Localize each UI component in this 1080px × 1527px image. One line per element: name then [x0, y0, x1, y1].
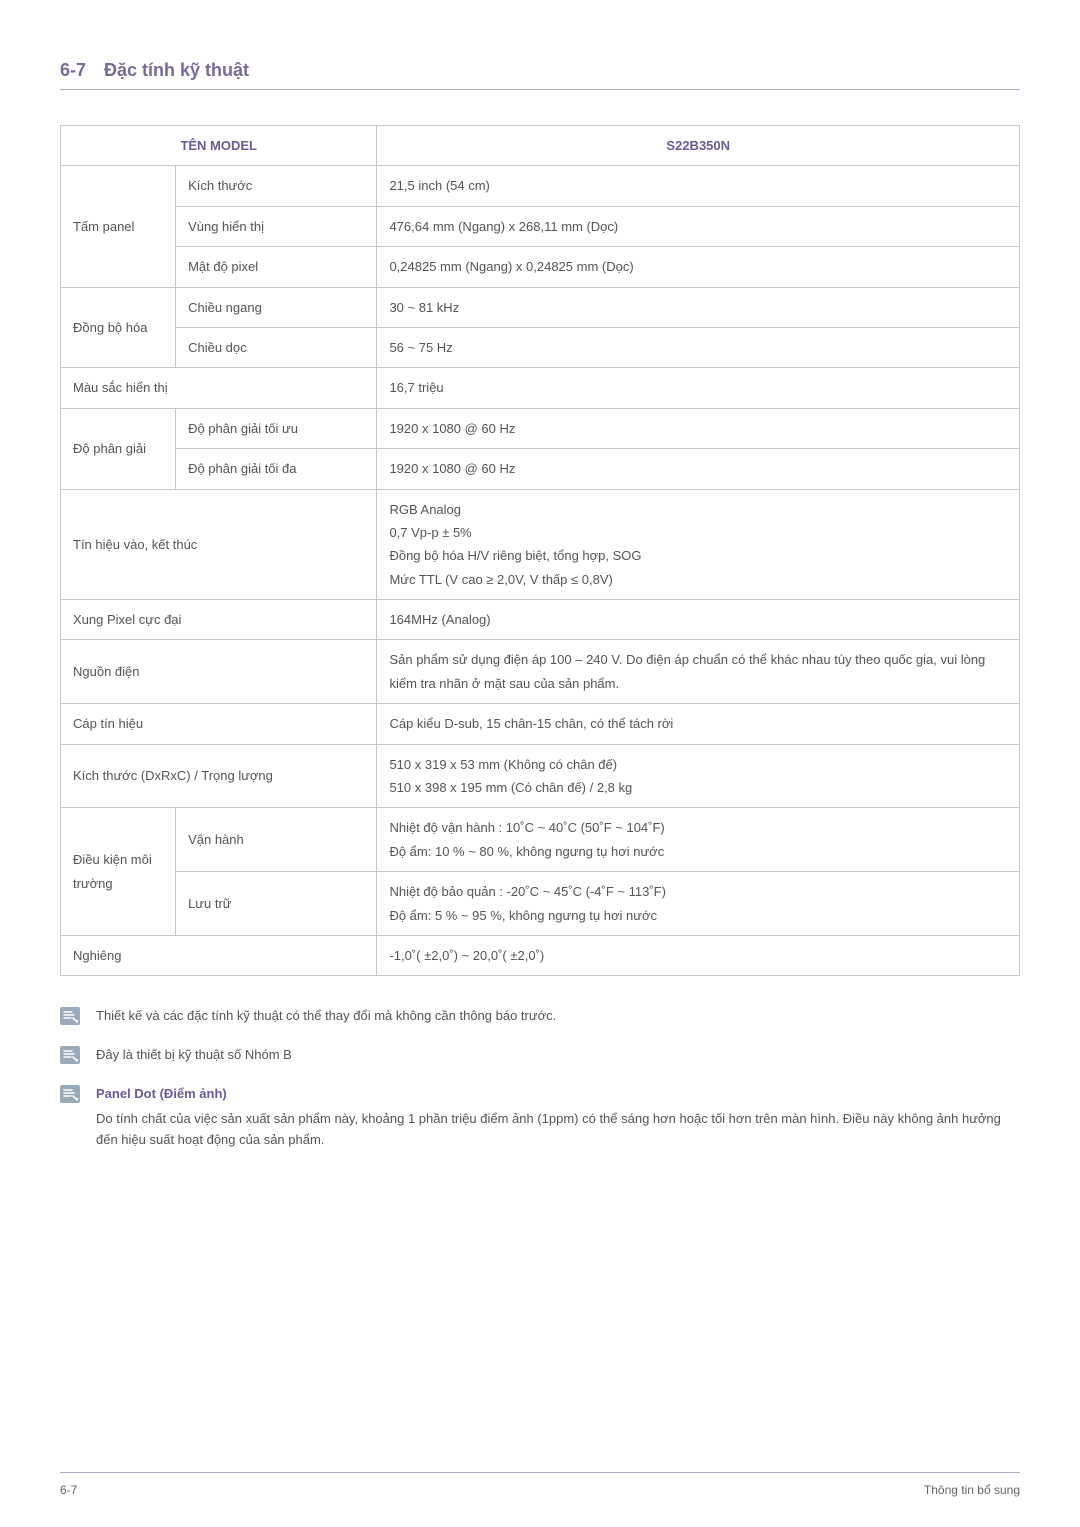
- cell-panel-size-value: 21,5 inch (54 cm): [377, 166, 1020, 206]
- cell-res-max-label: Độ phân giải tối đa: [176, 449, 377, 489]
- cell-env-op-label: Vận hành: [176, 808, 377, 872]
- note-row: Thiết kế và các đặc tính kỹ thuật có thể…: [60, 1006, 1020, 1027]
- table-row: Tín hiệu vào, kết thúc RGB Analog 0,7 Vp…: [61, 489, 1020, 600]
- note-title: Panel Dot (Điểm ảnh): [96, 1084, 1020, 1105]
- header-model-value: S22B350N: [377, 126, 1020, 166]
- signal-line: Mức TTL (V cao ≥ 2,0V, V thấp ≤ 0,8V): [389, 568, 1007, 591]
- table-row: Xung Pixel cực đại 164MHz (Analog): [61, 600, 1020, 640]
- cell-clock-value: 164MHz (Analog): [377, 600, 1020, 640]
- cell-panel-label: Tấm panel: [61, 166, 176, 287]
- signal-line: RGB Analog: [389, 498, 1007, 521]
- cell-env-label: Điều kiện môi trường: [61, 808, 176, 936]
- cell-env-st-label: Lưu trữ: [176, 872, 377, 936]
- cell-panel-display-value: 476,64 mm (Ngang) x 268,11 mm (Dọc): [377, 206, 1020, 246]
- table-row: Chiều dọc 56 ~ 75 Hz: [61, 327, 1020, 367]
- header-model-label: TÊN MODEL: [61, 126, 377, 166]
- cell-cable-label: Cáp tín hiệu: [61, 704, 377, 744]
- cell-panel-size-label: Kích thước: [176, 166, 377, 206]
- table-row: Kích thước (DxRxC) / Trọng lượng 510 x 3…: [61, 744, 1020, 808]
- note-icon: [60, 1085, 80, 1103]
- spec-table: TÊN MODEL S22B350N Tấm panel Kích thước …: [60, 125, 1020, 976]
- cell-sync-v-label: Chiều dọc: [176, 327, 377, 367]
- signal-line: 0,7 Vp-p ± 5%: [389, 521, 1007, 544]
- cell-power-value: Sản phẩm sử dụng điện áp 100 – 240 V. Do…: [377, 640, 1020, 704]
- footer-right: Thông tin bổ sung: [924, 1483, 1020, 1497]
- table-row: TÊN MODEL S22B350N: [61, 126, 1020, 166]
- table-row: Độ phân giải Độ phân giải tối ưu 1920 x …: [61, 408, 1020, 448]
- cell-sync-label: Đồng bộ hóa: [61, 287, 176, 368]
- cell-dim-value: 510 x 319 x 53 mm (Không có chân đế) 510…: [377, 744, 1020, 808]
- footer-left: 6-7: [60, 1483, 77, 1497]
- section-title: Đặc tính kỹ thuật: [104, 60, 249, 81]
- cell-panel-display-label: Vùng hiển thị: [176, 206, 377, 246]
- table-row: Nghiêng -1,0˚( ±2,0˚) ~ 20,0˚( ±2,0˚): [61, 935, 1020, 975]
- cell-power-label: Nguồn điện: [61, 640, 377, 704]
- dim-line: 510 x 319 x 53 mm (Không có chân đế): [389, 753, 1007, 776]
- env-line: Nhiệt độ bảo quản : -20˚C ~ 45˚C (-4˚F ~…: [389, 880, 1007, 903]
- table-row: Cáp tín hiệu Cáp kiểu D-sub, 15 chân-15 …: [61, 704, 1020, 744]
- note-icon: [60, 1007, 80, 1025]
- table-row: Độ phân giải tối đa 1920 x 1080 @ 60 Hz: [61, 449, 1020, 489]
- cell-res-max-value: 1920 x 1080 @ 60 Hz: [377, 449, 1020, 489]
- section-number: 6-7: [60, 60, 86, 81]
- cell-env-op-value: Nhiệt độ vận hành : 10˚C ~ 40˚C (50˚F ~ …: [377, 808, 1020, 872]
- note-text: Đây là thiết bị kỹ thuật số Nhóm B: [96, 1045, 1020, 1066]
- cell-tilt-value: -1,0˚( ±2,0˚) ~ 20,0˚( ±2,0˚): [377, 935, 1020, 975]
- table-row: Nguồn điện Sản phẩm sử dụng điện áp 100 …: [61, 640, 1020, 704]
- cell-panel-pitch-label: Mật độ pixel: [176, 247, 377, 287]
- cell-color-value: 16,7 triệu: [377, 368, 1020, 408]
- cell-res-label: Độ phân giải: [61, 408, 176, 489]
- note-row: Panel Dot (Điểm ảnh) Do tính chất của vi…: [60, 1084, 1020, 1150]
- env-line: Nhiệt độ vận hành : 10˚C ~ 40˚C (50˚F ~ …: [389, 816, 1007, 839]
- signal-line: Đồng bộ hóa H/V riêng biệt, tổng hợp, SO…: [389, 544, 1007, 567]
- table-row: Tấm panel Kích thước 21,5 inch (54 cm): [61, 166, 1020, 206]
- table-row: Lưu trữ Nhiệt độ bảo quản : -20˚C ~ 45˚C…: [61, 872, 1020, 936]
- table-row: Màu sắc hiển thị 16,7 triệu: [61, 368, 1020, 408]
- cell-cable-value: Cáp kiểu D-sub, 15 chân-15 chân, có thể …: [377, 704, 1020, 744]
- cell-res-opt-label: Độ phân giải tối ưu: [176, 408, 377, 448]
- cell-sync-v-value: 56 ~ 75 Hz: [377, 327, 1020, 367]
- cell-env-st-value: Nhiệt độ bảo quản : -20˚C ~ 45˚C (-4˚F ~…: [377, 872, 1020, 936]
- cell-dim-label: Kích thước (DxRxC) / Trọng lượng: [61, 744, 377, 808]
- note-text: Do tính chất của việc sản xuất sản phẩm …: [96, 1109, 1020, 1151]
- cell-res-opt-value: 1920 x 1080 @ 60 Hz: [377, 408, 1020, 448]
- env-line: Độ ẩm: 5 % ~ 95 %, không ngưng tụ hơi nư…: [389, 904, 1007, 927]
- cell-signal-label: Tín hiệu vào, kết thúc: [61, 489, 377, 600]
- cell-sync-h-value: 30 ~ 81 kHz: [377, 287, 1020, 327]
- cell-sync-h-label: Chiều ngang: [176, 287, 377, 327]
- cell-color-label: Màu sắc hiển thị: [61, 368, 377, 408]
- table-row: Điều kiện môi trường Vận hành Nhiệt độ v…: [61, 808, 1020, 872]
- note-icon: [60, 1046, 80, 1064]
- note-text: Thiết kế và các đặc tính kỹ thuật có thể…: [96, 1006, 1020, 1027]
- section-header: 6-7 Đặc tính kỹ thuật: [60, 60, 1020, 90]
- table-row: Đồng bộ hóa Chiều ngang 30 ~ 81 kHz: [61, 287, 1020, 327]
- notes-section: Thiết kế và các đặc tính kỹ thuật có thể…: [60, 1006, 1020, 1150]
- cell-tilt-label: Nghiêng: [61, 935, 377, 975]
- dim-line: 510 x 398 x 195 mm (Có chân đế) / 2,8 kg: [389, 776, 1007, 799]
- cell-panel-pitch-value: 0,24825 mm (Ngang) x 0,24825 mm (Dọc): [377, 247, 1020, 287]
- cell-signal-value: RGB Analog 0,7 Vp-p ± 5% Đồng bộ hóa H/V…: [377, 489, 1020, 600]
- note-row: Đây là thiết bị kỹ thuật số Nhóm B: [60, 1045, 1020, 1066]
- cell-clock-label: Xung Pixel cực đại: [61, 600, 377, 640]
- page-footer: 6-7 Thông tin bổ sung: [60, 1472, 1020, 1497]
- note-body: Panel Dot (Điểm ảnh) Do tính chất của vi…: [96, 1084, 1020, 1150]
- table-row: Vùng hiển thị 476,64 mm (Ngang) x 268,11…: [61, 206, 1020, 246]
- table-row: Mật độ pixel 0,24825 mm (Ngang) x 0,2482…: [61, 247, 1020, 287]
- env-line: Độ ẩm: 10 % ~ 80 %, không ngưng tụ hơi n…: [389, 840, 1007, 863]
